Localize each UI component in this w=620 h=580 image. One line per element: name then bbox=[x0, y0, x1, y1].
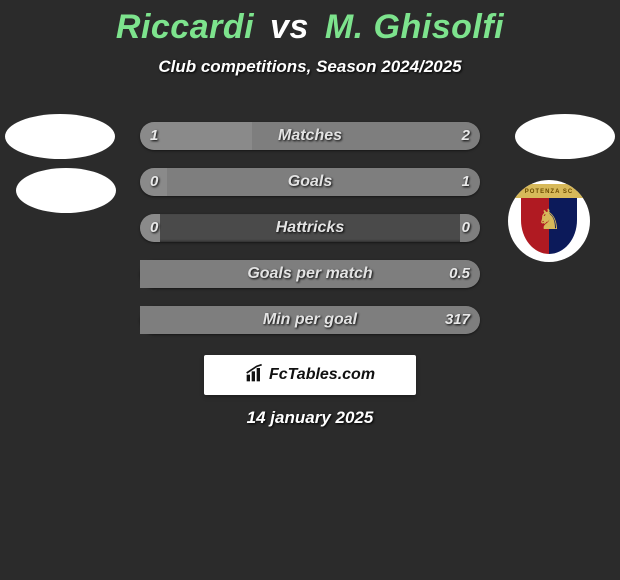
team-badge-right-1 bbox=[515, 114, 615, 159]
snapshot-date: 14 january 2025 bbox=[0, 408, 620, 428]
bar-label: Hattricks bbox=[140, 214, 480, 242]
lion-icon: ♞ bbox=[529, 200, 569, 240]
bar-value-right: 0.5 bbox=[439, 260, 480, 288]
team-badge-left-1 bbox=[5, 114, 115, 159]
stat-bars: Matches12Goals01Hattricks00Goals per mat… bbox=[140, 122, 480, 352]
bar-value-left bbox=[140, 260, 160, 288]
bar-value-right: 2 bbox=[452, 122, 480, 150]
bar-label: Matches bbox=[140, 122, 480, 150]
bar-label: Goals per match bbox=[140, 260, 480, 288]
player2-name: M. Ghisolfi bbox=[325, 8, 504, 46]
brand-text: FcTables.com bbox=[269, 366, 375, 383]
team-badge-right-2: POTENZA SC ♞ bbox=[508, 180, 590, 262]
page-title: Riccardi vs M. Ghisolfi bbox=[0, 0, 620, 47]
stat-bar-matches: Matches1 2 bbox=[140, 122, 480, 150]
team-badge-left-2 bbox=[16, 168, 116, 213]
shield-band-text: POTENZA SC bbox=[515, 186, 583, 198]
vs-text: vs bbox=[270, 8, 309, 46]
bar-value-left: 0 bbox=[140, 214, 168, 242]
bar-value-left: 0 bbox=[140, 168, 168, 196]
bar-value-right: 1 bbox=[452, 168, 480, 196]
player1-name: Riccardi bbox=[116, 8, 254, 46]
bar-value-right: 0 bbox=[452, 214, 480, 242]
bar-value-right: 317 bbox=[435, 306, 480, 334]
brand-badge[interactable]: FcTables.com bbox=[204, 355, 416, 395]
bar-value-left: 1 bbox=[140, 122, 168, 150]
bar-label: Goals bbox=[140, 168, 480, 196]
stat-bar-goals: Goals0 1 bbox=[140, 168, 480, 196]
stat-bar-hattricks: Hattricks0 0 bbox=[140, 214, 480, 242]
stat-bar-goals-per-match: Goals per match0.5 bbox=[140, 260, 480, 288]
shield-icon: POTENZA SC ♞ bbox=[521, 188, 577, 254]
comparison-card: Riccardi vs M. Ghisolfi Club competition… bbox=[0, 0, 620, 580]
stat-bar-min-per-goal: Min per goal317 bbox=[140, 306, 480, 334]
subtitle: Club competitions, Season 2024/2025 bbox=[0, 57, 620, 77]
bar-label: Min per goal bbox=[140, 306, 480, 334]
bar-value-left bbox=[140, 306, 160, 334]
chart-icon bbox=[245, 363, 265, 383]
